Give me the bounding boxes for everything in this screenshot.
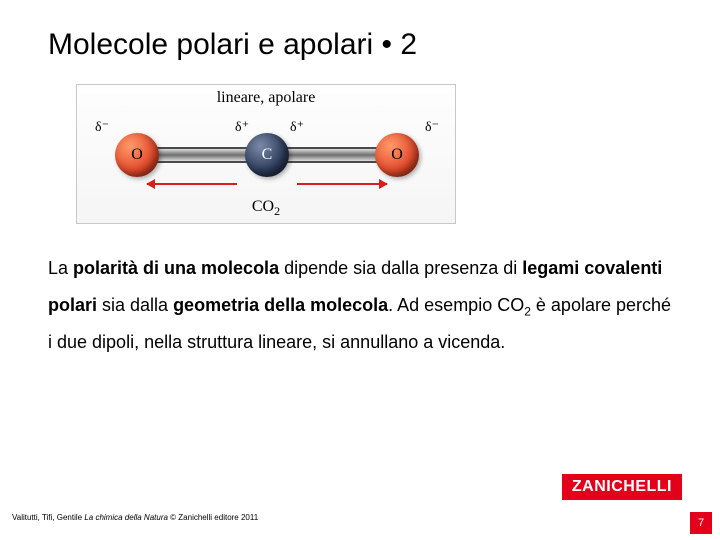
formula-main: CO <box>252 198 274 215</box>
footer-book: La chimica della Natura <box>84 513 168 522</box>
atom-o2: O <box>375 133 419 177</box>
body-paragraph: La polarità di una molecola dipende sia … <box>48 250 672 361</box>
dipole-arrow-right <box>297 183 387 185</box>
slide-title: Molecole polari e apolari • 2 <box>48 28 672 62</box>
diagram-formula: CO2 <box>252 198 280 219</box>
atom-o2-label: O <box>391 146 403 164</box>
atom-o1-label: O <box>131 146 143 164</box>
body-t4: . Ad esempio CO <box>388 295 524 315</box>
atom-c-label: C <box>262 146 273 164</box>
body-b3: geometria della molecola <box>173 295 388 315</box>
footer-authors: Valitutti, Tifi, Gentile <box>12 513 84 522</box>
footer-rest: © Zanichelli editore 2011 <box>168 513 258 522</box>
atom-c: C <box>245 133 289 177</box>
page-number-value: 7 <box>698 517 704 529</box>
body-t3: sia dalla <box>97 295 173 315</box>
body-t2: dipende sia dalla presenza di <box>279 258 522 278</box>
body-b1: polarità di una molecola <box>73 258 279 278</box>
atom-o1: O <box>115 133 159 177</box>
dipole-arrow-left <box>147 183 237 185</box>
slide: Molecole polari e apolari • 2 lineare, a… <box>0 0 720 540</box>
page-number: 7 <box>690 512 712 534</box>
publisher-name: ZANICHELLI <box>572 478 672 495</box>
body-t1: La <box>48 258 73 278</box>
molecule-diagram: lineare, apolare δ⁻ δ⁺ δ⁺ δ⁻ O C O CO2 <box>76 84 456 224</box>
footer-citation: Valitutti, Tifi, Gentile La chimica dell… <box>12 513 258 522</box>
formula-sub: 2 <box>274 204 280 218</box>
body-sub: 2 <box>524 304 531 318</box>
publisher-badge: ZANICHELLI <box>562 474 682 500</box>
atom-row: O C O <box>77 130 455 180</box>
diagram-top-label: lineare, apolare <box>217 89 316 107</box>
